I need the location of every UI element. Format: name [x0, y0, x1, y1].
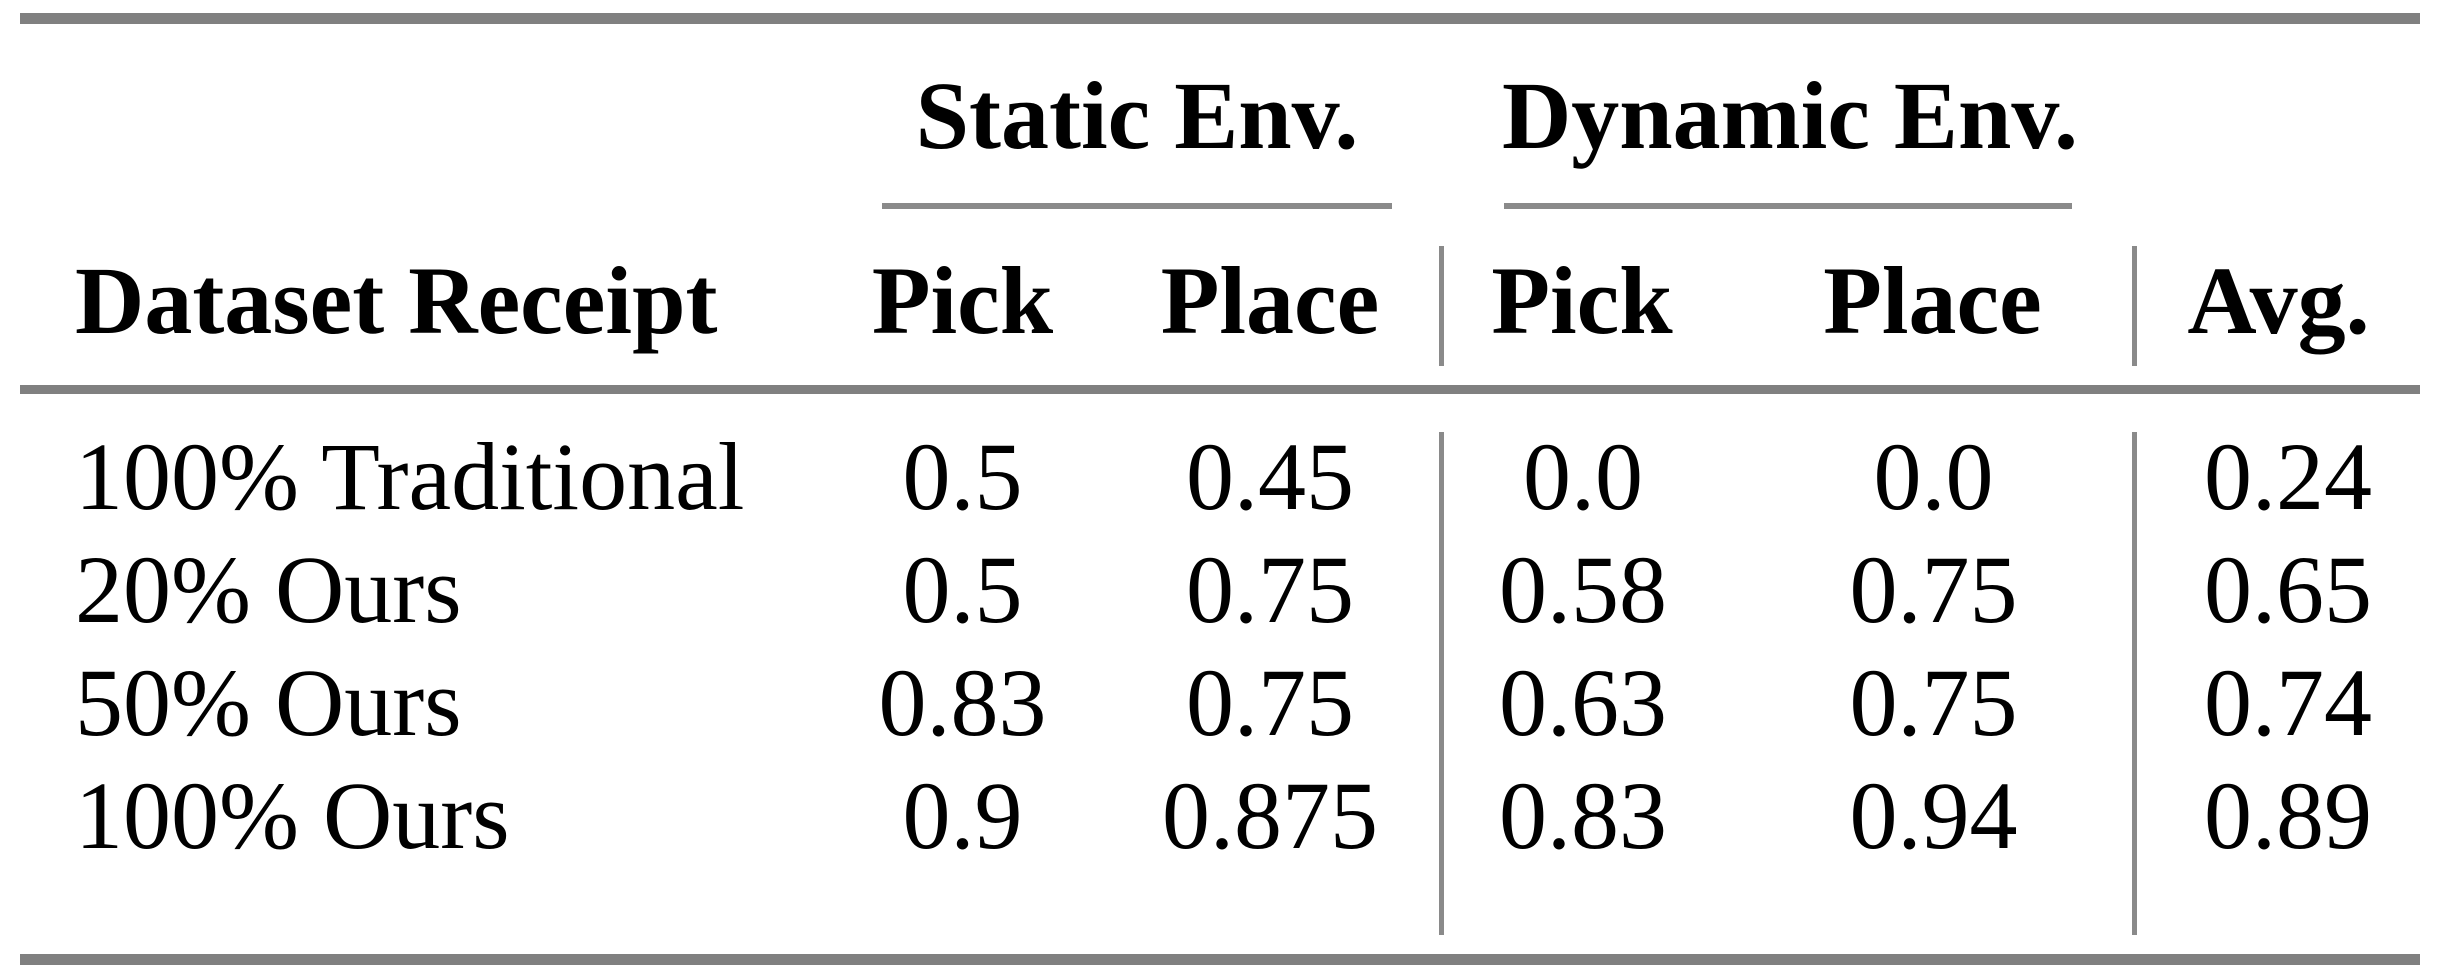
header-body-separator-rule	[20, 385, 2420, 394]
cell-avg: 0.24	[2204, 423, 2372, 530]
column-header-dynamic-pick: Pick	[1491, 247, 1673, 354]
bottom-rule	[20, 954, 2420, 965]
row-label: 100% Traditional	[75, 423, 745, 530]
cell-static-place: 0.75	[1186, 649, 1354, 756]
column-header-static-place: Place	[1160, 247, 1380, 354]
column-group-static-env: Static Env.	[915, 61, 1359, 169]
top-rule	[20, 13, 2420, 24]
cell-avg: 0.74	[2204, 649, 2372, 756]
vertical-separator-static-dynamic-header	[1439, 246, 1444, 366]
cell-static-pick: 0.83	[878, 649, 1047, 756]
vertical-separator-avg-body	[2132, 432, 2137, 935]
vertical-separator-avg-header	[2132, 246, 2137, 366]
cell-static-place: 0.875	[1162, 762, 1378, 869]
cell-static-place: 0.75	[1186, 536, 1354, 643]
column-header-static-pick: Pick	[871, 247, 1054, 354]
cell-dynamic-place: 0.94	[1849, 762, 2018, 869]
row-label: 100% Ours	[75, 762, 510, 869]
column-header-avg: Avg.	[2187, 247, 2370, 354]
row-label: 20% Ours	[75, 536, 462, 643]
cell-static-pick: 0.5	[902, 536, 1023, 643]
table-row: 100% Traditional 0.5 0.45 0.0 0.0 0.24	[0, 420, 2440, 533]
static-group-underline-rule	[882, 203, 1392, 209]
cell-static-pick: 0.9	[902, 762, 1023, 869]
column-header-dynamic-place: Place	[1823, 247, 2042, 354]
table-row: 100% Ours 0.9 0.875 0.83 0.94 0.89	[0, 759, 2440, 872]
cell-avg: 0.65	[2204, 536, 2372, 643]
cell-avg: 0.89	[2204, 762, 2372, 869]
cell-dynamic-pick: 0.83	[1499, 762, 1667, 869]
cell-dynamic-pick: 0.63	[1499, 649, 1667, 756]
column-group-dynamic-env: Dynamic Env.	[1501, 61, 2079, 169]
cell-dynamic-place: 0.75	[1849, 649, 2018, 756]
table-row: 20% Ours 0.5 0.75 0.58 0.75 0.65	[0, 533, 2440, 646]
table-row: 50% Ours 0.83 0.75 0.63 0.75 0.74	[0, 646, 2440, 759]
column-header-dataset-receipt: Dataset Receipt	[75, 247, 718, 354]
cell-static-pick: 0.5	[902, 423, 1023, 530]
vertical-separator-static-dynamic-body	[1439, 432, 1444, 935]
cell-dynamic-place: 0.0	[1873, 423, 1994, 530]
row-label: 50% Ours	[75, 649, 462, 756]
cell-dynamic-pick: 0.0	[1523, 423, 1643, 530]
cell-dynamic-pick: 0.58	[1499, 536, 1667, 643]
cell-dynamic-place: 0.75	[1849, 536, 2018, 643]
cell-static-place: 0.45	[1186, 423, 1354, 530]
dynamic-group-underline-rule	[1504, 203, 2072, 209]
